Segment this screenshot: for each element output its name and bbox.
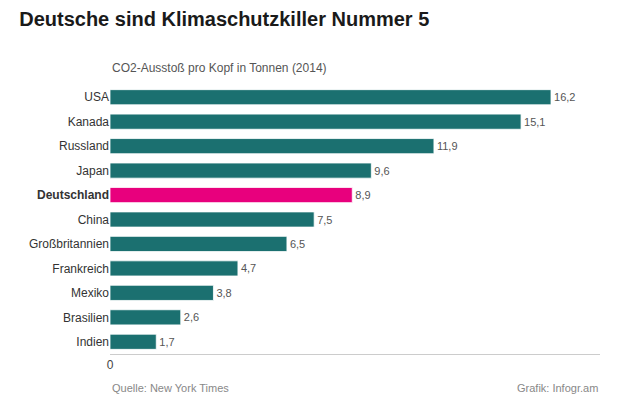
- svg-text:USA: USA: [84, 90, 109, 104]
- svg-text:1,7: 1,7: [159, 336, 174, 348]
- svg-text:7,5: 7,5: [317, 214, 332, 226]
- svg-text:Russland: Russland: [59, 139, 109, 153]
- svg-text:Frankreich: Frankreich: [52, 262, 109, 276]
- svg-text:8,9: 8,9: [355, 189, 370, 201]
- svg-text:0: 0: [107, 358, 114, 372]
- svg-text:Kanada: Kanada: [68, 115, 110, 129]
- svg-text:Brasilien: Brasilien: [63, 311, 109, 325]
- svg-text:11,9: 11,9: [437, 140, 458, 152]
- svg-text:China: China: [78, 213, 110, 227]
- svg-text:Deutsche sind Klimaschutzkille: Deutsche sind Klimaschutzkiller Nummer 5: [19, 8, 429, 30]
- svg-text:Indien: Indien: [76, 335, 109, 349]
- svg-text:CO2-Ausstoß pro Kopf in Tonnen: CO2-Ausstoß pro Kopf in Tonnen (2014): [112, 61, 327, 75]
- svg-text:15,1: 15,1: [524, 116, 545, 128]
- svg-text:Japan: Japan: [76, 164, 109, 178]
- svg-text:4,7: 4,7: [241, 262, 256, 274]
- svg-text:Deutschland: Deutschland: [37, 188, 109, 202]
- svg-text:Quelle: New York Times: Quelle: New York Times: [112, 382, 229, 394]
- svg-text:Großbritannien: Großbritannien: [29, 237, 109, 251]
- svg-text:3,8: 3,8: [216, 287, 231, 299]
- svg-text:Mexiko: Mexiko: [71, 286, 109, 300]
- svg-text:6,5: 6,5: [290, 238, 305, 250]
- svg-text:9,6: 9,6: [374, 165, 389, 177]
- svg-text:2,6: 2,6: [184, 311, 199, 323]
- svg-text:16,2: 16,2: [554, 91, 575, 103]
- svg-text:Grafik: Infogr.am: Grafik: Infogr.am: [517, 382, 598, 394]
